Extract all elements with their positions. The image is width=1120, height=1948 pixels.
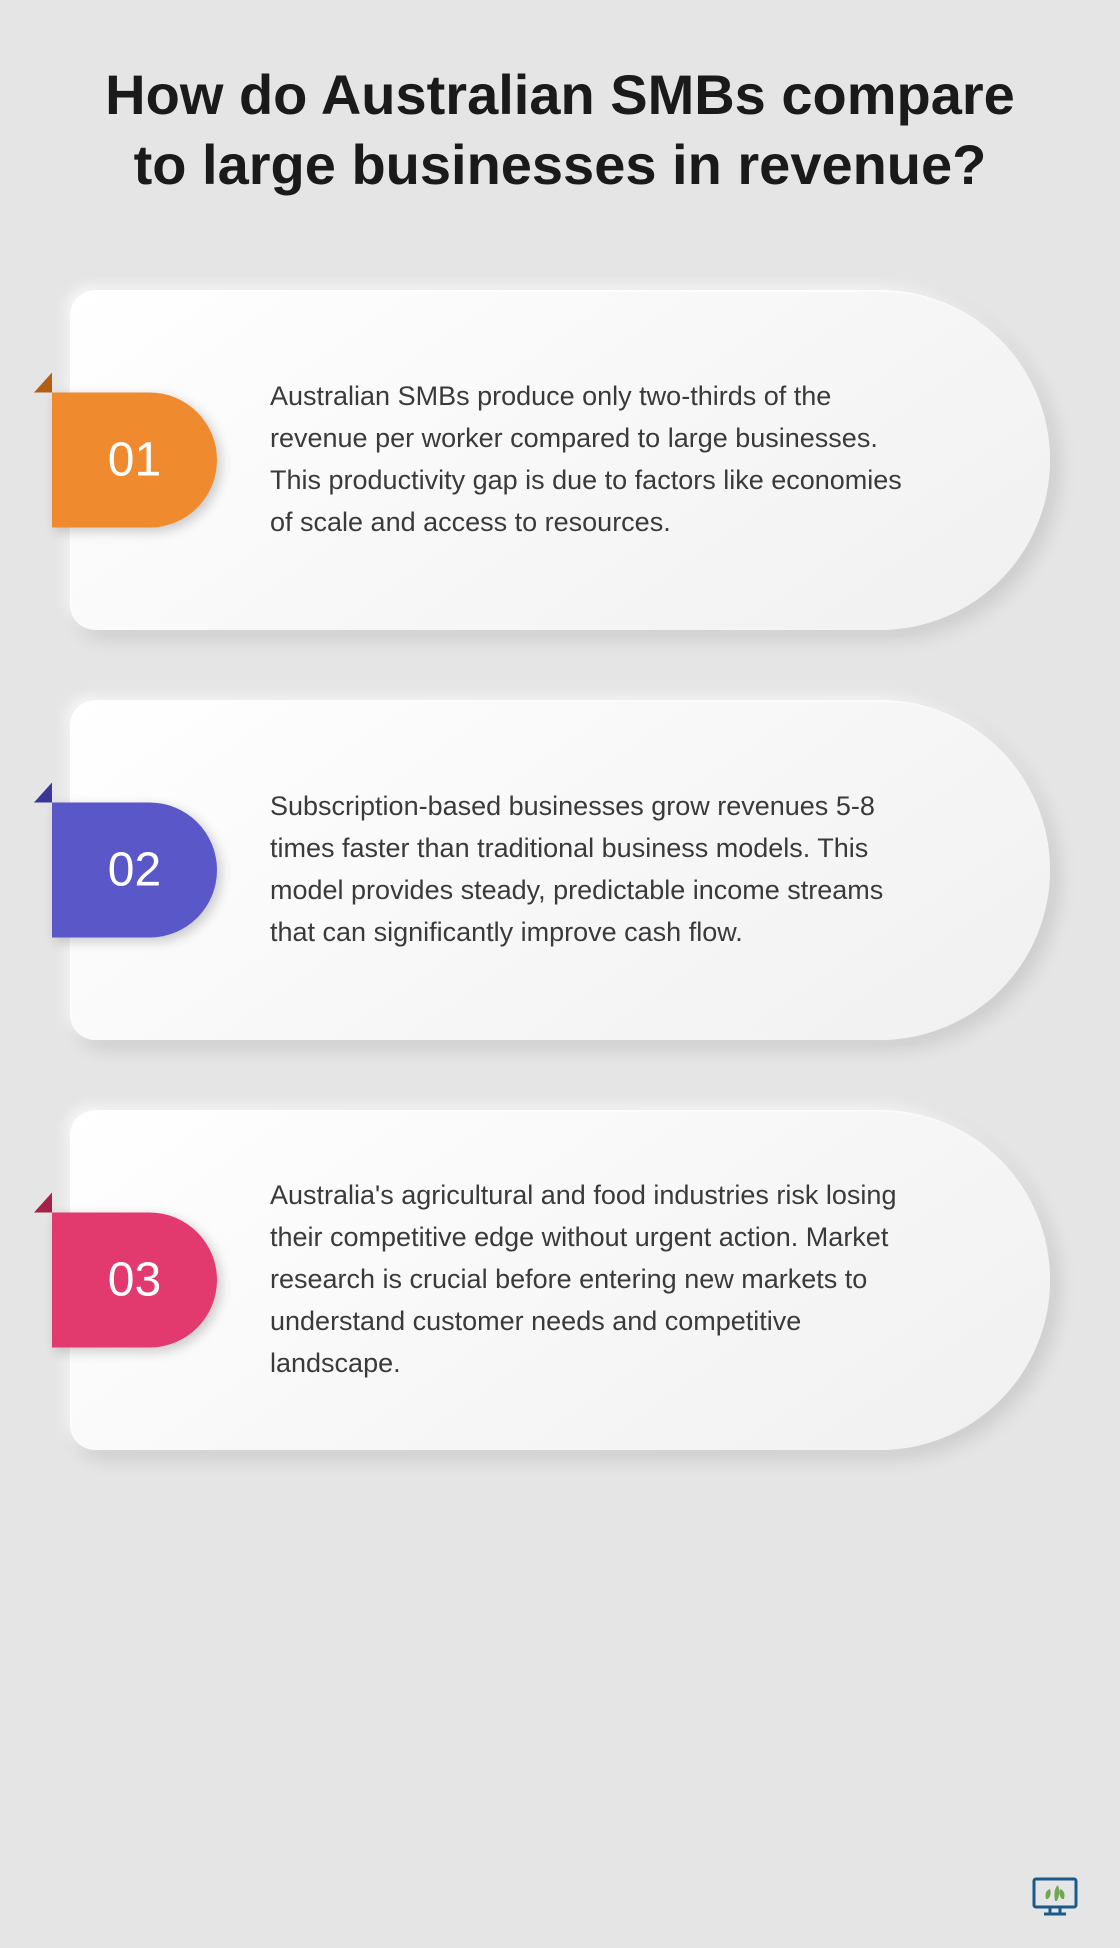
- logo-icon: [1030, 1873, 1080, 1918]
- badge-fold-02: [34, 783, 52, 803]
- badge-fold-03: [34, 1193, 52, 1213]
- badge-wrap-01: 01: [52, 393, 217, 528]
- card-02: 02 Subscription-based businesses grow re…: [70, 700, 1050, 1040]
- badge-number-01: 01: [108, 433, 161, 488]
- card-text-03: Australia's agricultural and food indust…: [270, 1175, 910, 1384]
- badge-fold-01: [34, 373, 52, 393]
- badge-wrap-03: 03: [52, 1213, 217, 1348]
- card-text-01: Australian SMBs produce only two-thirds …: [270, 376, 910, 543]
- card-text-02: Subscription-based businesses grow reven…: [270, 786, 910, 953]
- card-01: 01 Australian SMBs produce only two-thir…: [70, 290, 1050, 630]
- badge-number-03: 03: [108, 1253, 161, 1308]
- badge-01: 01: [52, 393, 217, 528]
- badge-number-02: 02: [108, 843, 161, 898]
- card-03: 03 Australia's agricultural and food ind…: [70, 1110, 1050, 1450]
- badge-02: 02: [52, 803, 217, 938]
- badge-wrap-02: 02: [52, 803, 217, 938]
- badge-03: 03: [52, 1213, 217, 1348]
- page-title: How do Australian SMBs compare to large …: [70, 60, 1050, 200]
- cards-container: 01 Australian SMBs produce only two-thir…: [70, 290, 1050, 1450]
